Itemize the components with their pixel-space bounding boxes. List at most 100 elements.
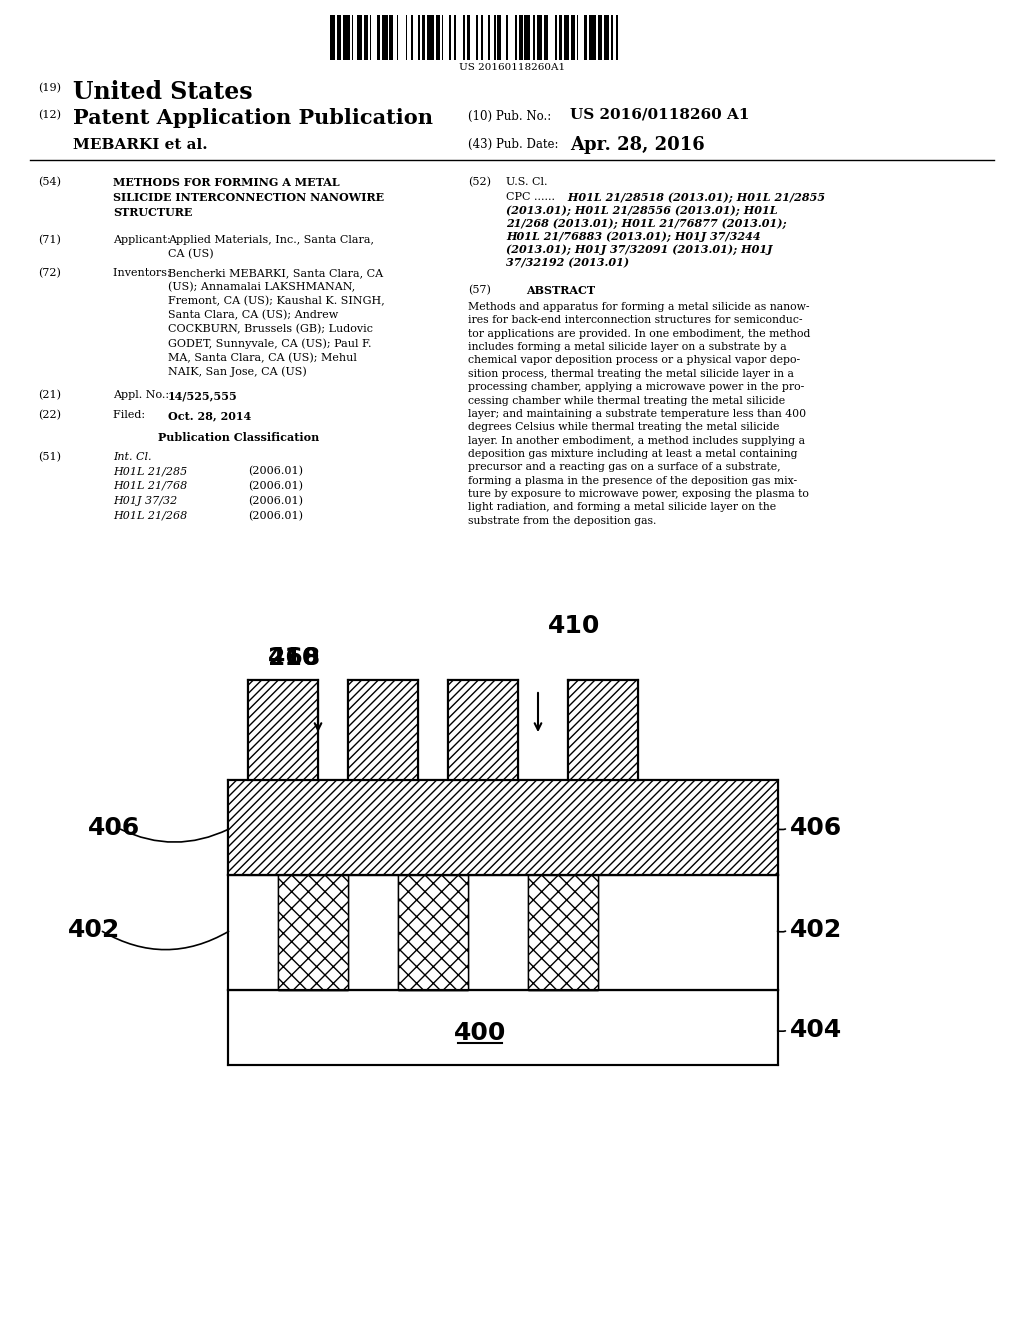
- Bar: [568, 680, 638, 875]
- Bar: [398, 875, 468, 990]
- Bar: [427, 15, 434, 59]
- Bar: [571, 15, 574, 59]
- Text: H01L 21/28518 (2013.01); H01L 21/2855: H01L 21/28518 (2013.01); H01L 21/2855: [564, 191, 825, 203]
- Text: CPC ......: CPC ......: [506, 191, 555, 202]
- Text: Inventors:: Inventors:: [113, 268, 174, 279]
- Bar: [330, 15, 336, 59]
- Text: Filed:: Filed:: [113, 411, 166, 420]
- Text: (19): (19): [38, 83, 61, 94]
- Bar: [603, 15, 609, 59]
- Bar: [610, 15, 612, 59]
- Text: 402: 402: [790, 917, 843, 942]
- Bar: [455, 15, 456, 59]
- Bar: [463, 15, 465, 59]
- Bar: [411, 15, 413, 59]
- Text: (52): (52): [468, 177, 490, 187]
- Text: 14/525,555: 14/525,555: [168, 389, 238, 401]
- Bar: [278, 875, 348, 990]
- Text: Apr. 28, 2016: Apr. 28, 2016: [570, 136, 705, 154]
- Text: 268: 268: [268, 645, 321, 671]
- Bar: [441, 15, 443, 59]
- Bar: [351, 15, 353, 59]
- Text: Int. Cl.: Int. Cl.: [113, 451, 152, 462]
- Bar: [616, 15, 618, 59]
- Text: ABSTRACT: ABSTRACT: [526, 285, 596, 296]
- Bar: [228, 780, 778, 875]
- Text: (2006.01): (2006.01): [248, 480, 303, 491]
- Text: 400: 400: [454, 1020, 506, 1045]
- Bar: [382, 15, 388, 59]
- Text: METHODS FOR FORMING A METAL
SILICIDE INTERCONNECTION NANOWIRE
STRUCTURE: METHODS FOR FORMING A METAL SILICIDE INT…: [113, 177, 384, 218]
- Text: Patent Application Publication: Patent Application Publication: [73, 108, 433, 128]
- Bar: [357, 15, 362, 59]
- Bar: [348, 680, 418, 780]
- Bar: [524, 15, 529, 59]
- Bar: [519, 15, 522, 59]
- Bar: [467, 15, 470, 59]
- Text: 402: 402: [68, 917, 120, 942]
- Text: Applied Materials, Inc., Santa Clara,
CA (US): Applied Materials, Inc., Santa Clara, CA…: [168, 235, 374, 259]
- Text: H01L 21/268: H01L 21/268: [113, 511, 187, 521]
- Text: MEBARKI et al.: MEBARKI et al.: [73, 139, 208, 152]
- Text: Oct. 28, 2014: Oct. 28, 2014: [168, 411, 251, 421]
- Bar: [228, 875, 778, 990]
- Text: (2006.01): (2006.01): [248, 511, 303, 521]
- Bar: [564, 15, 569, 59]
- Text: US 20160118260A1: US 20160118260A1: [459, 63, 565, 73]
- Text: (21): (21): [38, 389, 61, 400]
- Bar: [589, 15, 596, 59]
- Text: United States: United States: [73, 81, 253, 104]
- Text: (2013.01); H01L 21/28556 (2013.01); H01L: (2013.01); H01L 21/28556 (2013.01); H01L: [506, 205, 777, 216]
- Text: Applicant:: Applicant:: [113, 235, 178, 246]
- Bar: [398, 875, 468, 990]
- Bar: [396, 15, 398, 59]
- Text: Publication Classification: Publication Classification: [158, 432, 319, 444]
- Text: 410: 410: [268, 645, 321, 671]
- Text: (51): (51): [38, 451, 61, 462]
- Bar: [555, 15, 557, 59]
- Bar: [418, 15, 420, 59]
- Bar: [544, 15, 548, 59]
- Text: (72): (72): [38, 268, 60, 279]
- Text: (54): (54): [38, 177, 61, 187]
- Text: (57): (57): [468, 285, 490, 296]
- Text: (22): (22): [38, 411, 61, 420]
- Bar: [507, 15, 508, 59]
- Text: H01L 21/768: H01L 21/768: [113, 480, 187, 491]
- Text: U.S. Cl.: U.S. Cl.: [506, 177, 548, 187]
- Bar: [449, 15, 451, 59]
- Bar: [481, 15, 483, 59]
- Text: (43) Pub. Date:: (43) Pub. Date:: [468, 139, 558, 150]
- Bar: [476, 15, 477, 59]
- Text: Appl. No.:: Appl. No.:: [113, 389, 173, 400]
- Bar: [248, 680, 318, 875]
- Bar: [377, 15, 380, 59]
- Bar: [598, 15, 602, 59]
- Bar: [406, 15, 408, 59]
- Text: H01J 37/32: H01J 37/32: [113, 496, 177, 506]
- Bar: [488, 15, 490, 59]
- Bar: [494, 15, 496, 59]
- Text: (12): (12): [38, 110, 61, 120]
- Bar: [559, 15, 562, 59]
- Text: (10) Pub. No.:: (10) Pub. No.:: [468, 110, 551, 123]
- Bar: [389, 15, 393, 59]
- Bar: [370, 15, 372, 59]
- Bar: [422, 15, 425, 59]
- Bar: [537, 15, 543, 59]
- Text: (71): (71): [38, 235, 60, 246]
- Text: H01L 21/285: H01L 21/285: [113, 466, 187, 477]
- Bar: [528, 875, 598, 990]
- Bar: [568, 680, 638, 780]
- Text: 37/32192 (2013.01): 37/32192 (2013.01): [506, 257, 629, 268]
- Bar: [228, 990, 778, 1065]
- Bar: [515, 15, 517, 59]
- Bar: [449, 680, 518, 780]
- Bar: [278, 875, 348, 990]
- Bar: [337, 15, 341, 59]
- Bar: [228, 780, 778, 875]
- Text: Bencherki MEBARKI, Santa Clara, CA
(US); Annamalai LAKSHMANAN,
Fremont, CA (US);: Bencherki MEBARKI, Santa Clara, CA (US);…: [168, 268, 385, 378]
- Text: (2013.01); H01J 37/32091 (2013.01); H01J: (2013.01); H01J 37/32091 (2013.01); H01J: [506, 244, 772, 255]
- Bar: [577, 15, 579, 59]
- Text: 406: 406: [88, 816, 140, 840]
